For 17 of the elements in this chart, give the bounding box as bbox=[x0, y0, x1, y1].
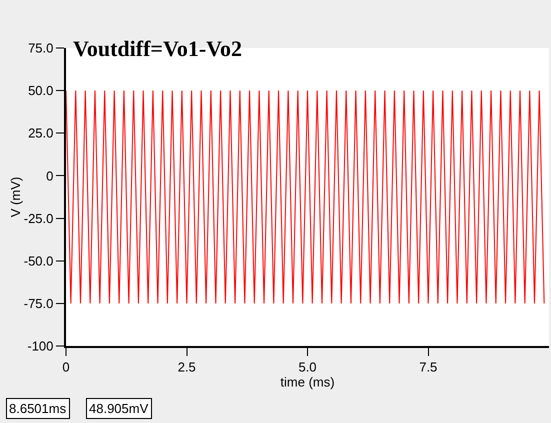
y-tick-label: 25.0 bbox=[28, 126, 54, 141]
text: 8.6501ms bbox=[9, 401, 67, 416]
y-tick-label: -25.0 bbox=[24, 210, 54, 226]
x-tick-label: 5.0 bbox=[298, 360, 317, 375]
x-tick-label: 2.5 bbox=[178, 360, 196, 375]
y-tick-label: 75.0 bbox=[28, 40, 54, 56]
y-axis-title: V (mV) bbox=[8, 176, 24, 218]
x-tick-label: 7.5 bbox=[419, 360, 438, 375]
x-axis-title: time (ms) bbox=[280, 374, 335, 390]
text: 48.905mV bbox=[89, 401, 149, 416]
y-tick-label: -100 bbox=[27, 338, 54, 354]
x-tick-label: 0 bbox=[62, 360, 70, 375]
y-tick-label: 0 bbox=[46, 168, 54, 184]
y-tick-label: -50.0 bbox=[24, 253, 54, 268]
chart-title: Voutdiff=Vo1-Vo2 bbox=[73, 36, 242, 61]
y-tick-label: 50.0 bbox=[28, 83, 54, 98]
y-tick-label: -75.0 bbox=[24, 296, 54, 311]
